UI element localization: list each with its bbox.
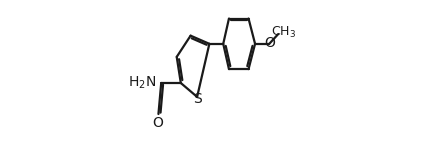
Text: S: S — [194, 91, 202, 106]
Text: O: O — [264, 36, 275, 50]
Text: H$_2$N: H$_2$N — [127, 75, 156, 91]
Text: CH$_3$: CH$_3$ — [271, 25, 296, 40]
Text: O: O — [152, 116, 163, 130]
